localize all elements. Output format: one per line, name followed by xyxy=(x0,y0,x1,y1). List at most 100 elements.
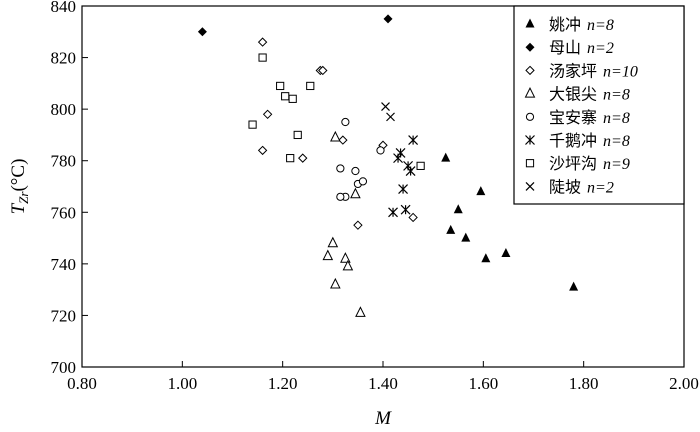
data-point xyxy=(395,148,406,158)
data-point xyxy=(306,81,315,91)
legend-label: 陡坡 n=2 xyxy=(549,178,614,196)
x-tick-label: 1.80 xyxy=(569,374,599,393)
data-point xyxy=(476,186,486,196)
data-point xyxy=(330,277,341,289)
y-axis-title: TZr(°C) xyxy=(8,159,31,215)
data-point xyxy=(501,248,511,258)
data-point xyxy=(405,166,416,176)
series-5 xyxy=(388,135,419,218)
legend-series-name: 姚冲 xyxy=(549,16,581,34)
y-tick-label: 760 xyxy=(51,203,77,222)
data-point xyxy=(416,161,425,170)
axis-ticks: 0.80 1.00 1.20 1.40 1.60 1.80 2.00 700 720 740 760… xyxy=(51,0,699,393)
data-point xyxy=(262,109,273,120)
data-point xyxy=(381,102,390,111)
legend-label: 沙坪沟 n=9 xyxy=(549,155,630,173)
legend-label: 母山 n=2 xyxy=(549,39,614,57)
legend-marker xyxy=(525,181,535,191)
data-point xyxy=(386,112,395,122)
legend-series-name: 母山 xyxy=(549,39,581,57)
data-point xyxy=(569,281,579,291)
legend: 姚冲 n=8 母山 n=2 汤家坪 n=10 大银尖 n=8 宝安寨 n=8 千鹅冲 n=8 沙坪沟 n=… xyxy=(513,5,685,205)
data-point xyxy=(351,166,360,176)
series-1 xyxy=(197,14,393,37)
legend-series-name: 沙坪沟 xyxy=(549,155,597,173)
data-point xyxy=(400,204,411,215)
data-point xyxy=(281,92,290,101)
data-point xyxy=(336,164,345,173)
data-point xyxy=(453,204,463,214)
x-tick-label: 2.00 xyxy=(669,374,699,393)
x-tick-label: 1.20 xyxy=(268,374,298,393)
data-point xyxy=(358,177,368,186)
legend-label: 大银尖 n=8 xyxy=(549,86,630,104)
data-point xyxy=(258,53,267,62)
data-point xyxy=(293,130,302,140)
series-3 xyxy=(322,130,366,317)
data-point xyxy=(318,65,328,76)
legend-series-name: 大银尖 xyxy=(549,86,597,104)
legend-series-name: 汤家坪 xyxy=(549,62,597,80)
data-point xyxy=(322,249,334,261)
legend-label: 千鹅冲 n=8 xyxy=(549,132,630,150)
y-tick-label: 780 xyxy=(51,152,77,171)
data-point xyxy=(376,146,385,155)
legend-marker xyxy=(525,135,535,145)
legend-label: 汤家坪 n=10 xyxy=(549,62,638,80)
data-point xyxy=(350,187,361,199)
data-points xyxy=(197,14,579,317)
data-point xyxy=(481,253,491,263)
data-point xyxy=(257,37,268,47)
series-6 xyxy=(248,53,425,170)
data-point xyxy=(340,252,351,263)
data-point xyxy=(383,14,393,24)
data-point xyxy=(388,207,398,218)
series-4 xyxy=(336,117,385,201)
legend-label: 宝安寨 n=8 xyxy=(549,109,630,127)
legend-marker xyxy=(525,65,535,76)
legend-marker xyxy=(524,86,536,98)
x-tick-label: 1.00 xyxy=(167,374,197,393)
data-point xyxy=(355,306,366,317)
legend-series-count: n=8 xyxy=(587,17,614,34)
data-point xyxy=(327,236,339,248)
y-axis-title-unit: (°C) xyxy=(8,159,29,192)
legend-series-name: 千鹅冲 xyxy=(549,132,597,150)
data-point xyxy=(336,192,345,201)
x-tick-label: 1.60 xyxy=(468,374,498,393)
legend-series-count: n=10 xyxy=(603,63,638,80)
legend-series-count: n=9 xyxy=(603,156,630,173)
y-axis-title-main: T xyxy=(8,202,29,214)
series-7 xyxy=(381,102,395,122)
data-point xyxy=(286,154,295,163)
x-axis-title: M xyxy=(374,408,392,429)
data-point xyxy=(341,117,350,127)
y-tick-label: 800 xyxy=(51,100,77,119)
legend-marker xyxy=(525,18,535,28)
legend-series-name: 陡坡 xyxy=(549,178,581,196)
legend-series-count: n=8 xyxy=(603,87,630,104)
data-point xyxy=(257,145,268,156)
data-point xyxy=(461,232,471,242)
legend-series-count: n=8 xyxy=(603,110,630,127)
legend-series-count: n=2 xyxy=(587,179,614,196)
data-point xyxy=(330,130,341,142)
legend-series-count: n=8 xyxy=(603,133,630,150)
data-point xyxy=(342,259,354,271)
legend-series-count: n=2 xyxy=(587,40,614,57)
data-point xyxy=(248,120,257,129)
y-tick-label: 720 xyxy=(51,306,77,325)
legend-marker xyxy=(525,159,535,168)
data-point xyxy=(197,27,207,37)
y-tick-label: 700 xyxy=(51,358,77,377)
y-tick-label: 820 xyxy=(51,49,77,68)
y-tick-label: 740 xyxy=(51,255,77,274)
series-2 xyxy=(257,37,418,230)
legend-marker xyxy=(525,42,535,52)
data-point xyxy=(408,135,419,146)
legend-label: 姚冲 n=8 xyxy=(549,16,614,34)
data-point xyxy=(398,184,408,195)
legend-box xyxy=(513,5,685,205)
data-point xyxy=(298,153,308,163)
data-point xyxy=(353,220,363,230)
